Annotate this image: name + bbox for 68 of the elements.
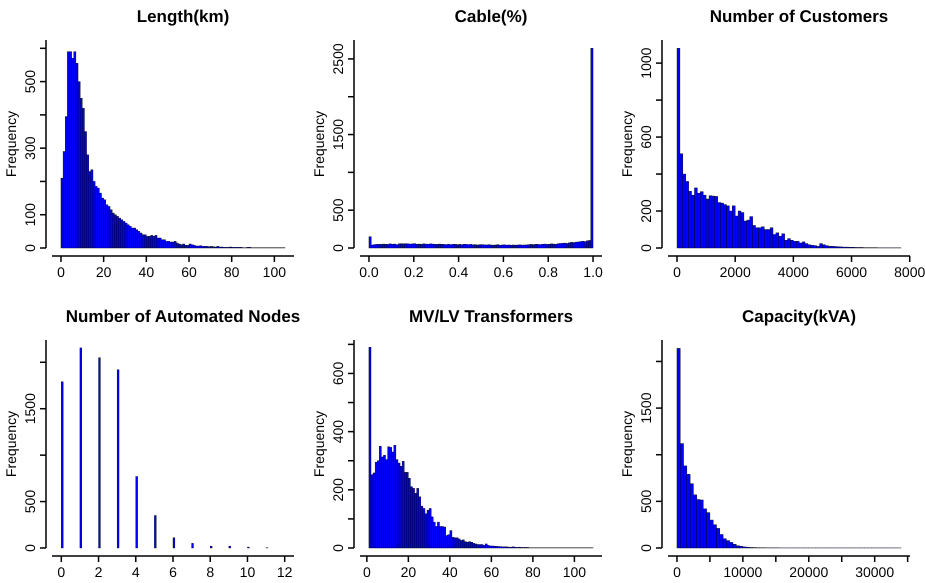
chart-title: MV/LV Transformers: [408, 307, 574, 326]
chart-title: Capacity(kVA): [742, 307, 856, 326]
x-tick-label: 12: [276, 564, 293, 580]
y-axis-title: Frequency: [619, 410, 635, 478]
y-tick-label: 200: [330, 478, 346, 502]
y-tick-label: 300: [22, 136, 38, 160]
y-tick-label: 500: [22, 490, 38, 514]
y-tick-label: 500: [330, 198, 346, 222]
x-tick-label: 60: [484, 564, 500, 580]
x-tick-label: 2: [94, 564, 103, 580]
x-tick-label: 20: [400, 564, 416, 580]
y-tick-label: 0: [330, 244, 346, 252]
y-tick-label: 0: [22, 544, 38, 552]
y-tick-label: 500: [638, 489, 654, 514]
x-tick-label: 20000: [789, 564, 828, 580]
y-tick-label: 500: [22, 70, 38, 94]
x-tick-label: 1.0: [583, 264, 603, 280]
x-tick-label: 0.6: [494, 264, 514, 280]
x-tick-label: 8: [206, 564, 214, 580]
x-tick-label: 0: [57, 264, 66, 280]
y-tick-label: 1500: [330, 118, 346, 150]
x-tick-label: 0.0: [359, 264, 379, 280]
x-tick-label: 100: [262, 264, 286, 280]
y-axis-title: Frequency: [311, 410, 327, 478]
x-tick-label: 100: [562, 564, 586, 580]
y-tick-label: 200: [638, 199, 654, 223]
chart-title: Length(km): [136, 7, 230, 26]
chart-title: Number of Customers: [710, 7, 888, 26]
x-tick-label: 0: [57, 564, 66, 580]
y-tick-label: 0: [638, 544, 654, 552]
x-tick-label: 2000: [720, 264, 751, 280]
x-tick-label: 0: [673, 264, 682, 280]
y-tick-label: 1500: [638, 392, 654, 424]
x-tick-label: 6: [169, 564, 178, 580]
x-tick-label: 20: [96, 264, 112, 280]
x-tick-label: 30000: [855, 564, 894, 580]
x-tick-label: 10: [240, 564, 256, 580]
x-tick-label: 40: [442, 564, 458, 580]
x-tick-label: 0: [362, 564, 371, 580]
x-tick-label: 0: [673, 564, 682, 580]
chart-title: Cable(%): [454, 7, 528, 26]
y-tick-label: 100: [22, 202, 38, 226]
x-tick-label: 4: [132, 564, 140, 580]
y-axis-title: Frequency: [311, 110, 327, 178]
y-tick-label: 2500: [330, 43, 346, 74]
y-tick-label: 0: [330, 544, 346, 552]
x-tick-label: 0.2: [404, 264, 424, 280]
x-tick-label: 8000: [894, 264, 925, 280]
y-tick-label: 0: [22, 244, 38, 252]
y-tick-label: 600: [638, 125, 654, 149]
x-tick-label: 6000: [836, 264, 868, 280]
x-tick-label: 10000: [723, 564, 763, 580]
x-tick-label: 80: [224, 264, 240, 280]
chart-title: Number of Automated Nodes: [66, 307, 300, 326]
x-tick-label: 80: [525, 564, 541, 580]
x-tick-label: 0.8: [538, 264, 558, 280]
x-tick-label: 4000: [778, 264, 810, 280]
y-tick-label: 1500: [22, 392, 38, 424]
x-tick-label: 0.4: [448, 264, 469, 280]
y-tick-label: 0: [638, 244, 654, 252]
y-tick-label: 400: [330, 420, 346, 444]
x-tick-label: 40: [138, 264, 154, 280]
x-tick-label: 60: [181, 264, 197, 280]
y-tick-label: 1000: [638, 47, 654, 79]
y-axis-title: Frequency: [619, 110, 635, 178]
y-axis-title: Frequency: [3, 410, 19, 478]
y-axis-title: Frequency: [3, 110, 19, 178]
y-tick-label: 600: [330, 362, 346, 386]
